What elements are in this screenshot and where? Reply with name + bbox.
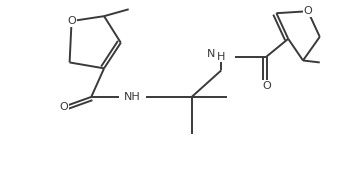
- Text: H: H: [217, 52, 226, 61]
- Text: O: O: [304, 6, 312, 16]
- Text: O: O: [59, 102, 68, 112]
- Text: O: O: [262, 81, 271, 91]
- Text: NH: NH: [124, 92, 141, 102]
- Text: O: O: [67, 16, 76, 26]
- Text: N: N: [207, 48, 215, 59]
